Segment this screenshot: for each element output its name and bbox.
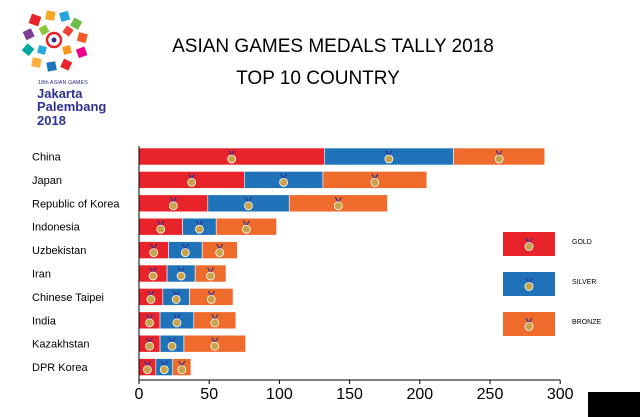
medal-icon	[206, 290, 216, 304]
x-tick-label: 50	[200, 386, 218, 403]
medal-icon	[145, 337, 154, 351]
medal-icon	[187, 173, 197, 187]
legend-medal-icon	[524, 317, 534, 331]
medal-icon	[149, 243, 159, 258]
medal-icon	[384, 150, 394, 164]
corner-block	[588, 392, 640, 417]
category-labels: China Japan Republic of Korea Indonesia Uzbe…	[32, 152, 120, 375]
x-axis: 0 50 100 150 200 250 300	[135, 146, 574, 403]
medal-icon	[206, 267, 216, 281]
bar-group	[138, 147, 546, 376]
medal-icon	[171, 290, 181, 304]
medal-icon	[159, 360, 169, 375]
x-tick-label: 0	[135, 386, 144, 403]
medal-icon	[333, 196, 343, 211]
medal-icon	[244, 196, 253, 211]
category-label: Republic of Korea	[32, 198, 120, 210]
medal-icon	[210, 337, 220, 351]
x-tick-label: 250	[477, 386, 504, 403]
x-tick-label: 100	[266, 386, 293, 403]
legend-label: BRONZE	[572, 319, 602, 326]
category-label: Japan	[32, 175, 62, 187]
logo-small-text: 18th ASIAN GAMES	[38, 80, 88, 86]
logo-line-3: 2018	[37, 113, 66, 128]
medal-icon	[279, 173, 289, 187]
category-label: Kazakhstan	[32, 339, 89, 351]
category-label: DPR Korea	[32, 362, 89, 374]
legend-medal-icon	[524, 277, 534, 291]
logo-emblem-icon	[21, 10, 88, 72]
medal-icon	[146, 290, 156, 304]
medal-icon	[143, 360, 152, 375]
medal-icon	[177, 360, 187, 375]
x-tick-label: 200	[406, 386, 433, 403]
medal-icon	[168, 196, 178, 211]
medal-icon	[156, 220, 166, 234]
medal-icon	[194, 220, 204, 234]
category-label: India	[32, 315, 57, 327]
legend-label: GOLD	[572, 239, 592, 246]
x-tick-label: 150	[336, 386, 363, 403]
medal-icon	[242, 220, 251, 234]
legend-label: SILVER	[572, 279, 596, 286]
category-label: Chinese Taipei	[32, 292, 104, 304]
category-label: Iran	[32, 269, 51, 281]
medal-icon	[494, 150, 504, 164]
asian-games-logo: 18th ASIAN GAMES Jakarta Palembang 2018	[21, 10, 106, 128]
medal-icon	[167, 337, 177, 351]
medal-icon	[172, 313, 182, 328]
medal-icon	[176, 267, 186, 281]
medal-icon	[148, 267, 158, 281]
medal-icon	[227, 150, 237, 164]
medal-icon	[145, 313, 154, 328]
medal-icon	[215, 243, 225, 258]
legend: GOLD SILVER BRONZE	[503, 232, 602, 336]
medal-icon	[370, 173, 380, 187]
chart-subtitle: TOP 10 COUNTRY	[236, 68, 400, 89]
logo-line-2: Palembang	[37, 99, 106, 114]
logo-line-1: Jakarta	[37, 86, 83, 101]
x-tick-label: 300	[547, 386, 574, 403]
medal-icon	[210, 313, 220, 328]
category-label: Uzbekistan	[32, 245, 86, 257]
category-label: China	[32, 152, 62, 164]
category-label: Indonesia	[32, 222, 81, 234]
legend-medal-icon	[524, 237, 534, 251]
chart-title: ASIAN GAMES MEDALS TALLY 2018	[172, 36, 494, 57]
medal-icon	[180, 243, 190, 258]
